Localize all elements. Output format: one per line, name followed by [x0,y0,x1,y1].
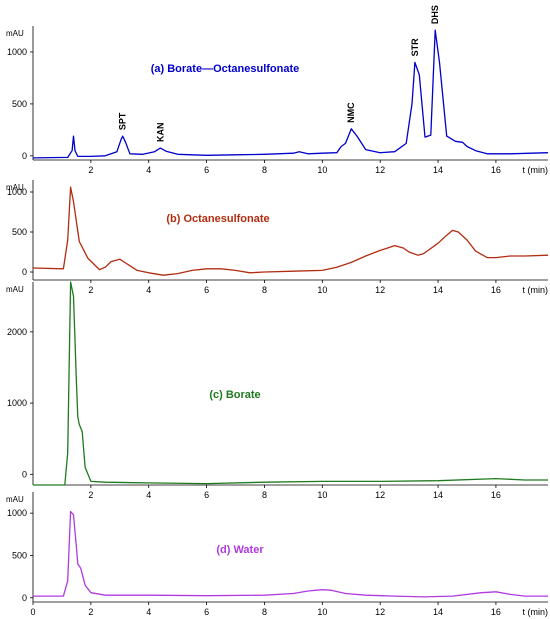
x-tick-label: 12 [375,285,385,295]
y-axis-label: mAU [6,183,24,192]
x-tick-label: 6 [204,285,209,295]
chart-panel-3: mAU 0 500 1000 0 2 4 6 8 10 12 14 16 t (min) (d) Water [6,492,548,617]
x-tick-label: 6 [204,607,209,617]
x-tick-label: 4 [146,490,151,500]
x-tick-label: 0 [30,607,35,617]
y-tick-label: 500 [12,227,27,237]
x-tick-label: 10 [317,490,327,500]
y-tick-label: 1000 [7,47,27,57]
chart-panel-1: mAU 0 500 1000 2 4 6 8 10 12 14 16 t (min) (b) Octane… [6,180,549,295]
series-line-0 [33,281,548,486]
x-tick-label: 14 [433,165,443,175]
peak-label: NMC [346,102,356,123]
chart-panel-2: mAU 0 1000 2000 2 4 6 8 10 12 14 16 (c) Borate [6,281,548,500]
x-axis-label: t (min) [523,165,549,175]
x-tick-label: 4 [146,165,151,175]
x-tick-label: 12 [375,607,385,617]
y-tick-label: 500 [12,99,27,109]
x-tick-label: 6 [204,490,209,500]
x-tick-label: 2 [88,607,93,617]
y-tick-label: 1000 [7,508,27,518]
x-tick-label: 6 [204,165,209,175]
x-tick-label: 2 [88,285,93,295]
x-tick-label: 8 [262,490,267,500]
x-tick-label: 8 [262,607,267,617]
y-tick-label: 1000 [7,187,27,197]
x-axis-label: t (min) [523,285,549,295]
x-axis-label: t (min) [523,607,549,617]
x-tick-label: 16 [491,165,501,175]
peak-label: KAN [155,123,165,143]
x-tick-label: 16 [491,490,501,500]
panel-title: (d) Water [216,544,264,556]
x-tick-label: 12 [375,165,385,175]
y-tick-label: 500 [12,550,27,560]
x-tick-label: 16 [491,285,501,295]
x-tick-label: 2 [88,165,93,175]
panel-title: (a) Borate—Octanesulfonate [151,63,300,75]
panel-title: (b) Octanesulfonate [166,213,269,225]
panel-title: (c) Borate [209,389,260,401]
x-tick-label: 2 [88,490,93,500]
peak-label: DHS [430,5,440,24]
x-tick-label: 10 [317,165,327,175]
x-tick-label: 8 [262,285,267,295]
series-line-0 [32,186,549,276]
x-tick-label: 14 [433,490,443,500]
x-tick-label: 10 [317,607,327,617]
y-tick-label: 0 [22,151,27,161]
y-axis-label: mAU [6,495,24,504]
x-tick-label: 14 [433,607,443,617]
peak-label: SPT [118,112,128,130]
x-tick-label: 10 [317,285,327,295]
y-tick-label: 1000 [7,398,27,408]
x-tick-label: 14 [433,285,443,295]
x-tick-label: 4 [146,285,151,295]
peak-label: STR [410,38,420,57]
y-tick-label: 0 [22,267,27,277]
y-tick-label: 0 [22,593,27,603]
y-tick-label: 0 [22,469,27,479]
x-tick-label: 4 [146,607,151,617]
y-tick-label: 2000 [7,327,27,337]
y-axis-label: mAU [6,29,24,38]
x-tick-label: 8 [262,165,267,175]
chart-panel-0: mAU 0 500 1000 2 4 6 8 10 12 14 16 t (min) (a) Borate… [6,5,549,175]
x-tick-label: 16 [491,607,501,617]
series-line-0 [33,510,548,598]
series-line-0 [32,29,549,159]
x-tick-label: 12 [375,490,385,500]
y-axis-label: mAU [6,285,24,294]
